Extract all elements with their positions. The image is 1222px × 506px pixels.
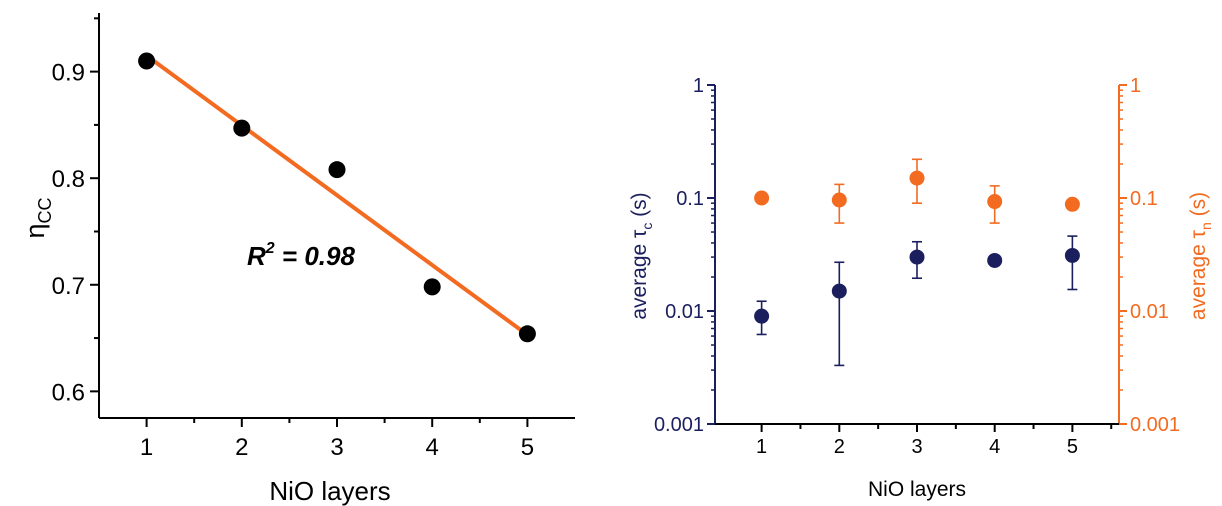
chart1-y-ticks: 0.6 0.7 0.8 0.9 xyxy=(52,17,99,406)
chart1-x-axis-label: NiO layers xyxy=(269,476,390,506)
chart2-x-tick-label: 1 xyxy=(756,436,767,458)
chart2-x-tick-label: 5 xyxy=(1067,436,1078,458)
chart2-left-label-sub: c xyxy=(639,223,655,230)
chart1-data-point xyxy=(233,119,251,137)
chart2-x-ticks: 1 2 3 4 5 xyxy=(756,424,1113,458)
chart1-y-axis-label-main: η xyxy=(20,223,50,238)
chart2-series-layer xyxy=(754,158,1080,367)
chart2-tau-n-data-point xyxy=(987,194,1003,210)
chart2-right-y-ticks: 0.001 0.01 0.1 1 xyxy=(1119,75,1180,436)
chart2-left-y-tick-label: 0.01 xyxy=(665,301,704,323)
chart2-right-y-tick-label: 0.1 xyxy=(1130,188,1158,210)
chart2-right-y-tick-label: 0.001 xyxy=(1130,414,1180,436)
chart2-tau-n-data-point xyxy=(831,192,847,208)
chart1-x-tick-label: 4 xyxy=(426,434,439,461)
chart1-r2-label: R xyxy=(247,241,266,271)
chart2-left-label-unit: (s) xyxy=(628,192,651,222)
chart2-tau-c-data-point xyxy=(831,283,847,299)
chart2-x-tick-label: 4 xyxy=(989,436,1000,458)
chart2-right-label-main: average τ xyxy=(1187,229,1210,320)
chart2-left-axis-label: average τc (s) xyxy=(628,192,655,319)
chart1-y-axis-label-sub: CC xyxy=(35,197,55,223)
chart2-tau-c-data-point xyxy=(1064,247,1080,263)
chart1-y-tick-label: 0.7 xyxy=(52,273,85,300)
chart2-x-axis-label: NiO layers xyxy=(868,478,966,501)
chart2-x-tick-label: 3 xyxy=(911,436,922,458)
chart1-x-tick-label: 1 xyxy=(140,434,153,461)
chart2-tau-c-data-point xyxy=(754,308,770,324)
chart2-right-y-tick-label: 1 xyxy=(1130,75,1141,97)
chart2-right-y-tick-label: 0.01 xyxy=(1130,301,1169,323)
chart1-y-tick-label: 0.8 xyxy=(52,166,85,193)
chart2-left-y-ticks: 0.001 0.01 0.1 1 xyxy=(654,75,715,436)
chart1-fit-layer xyxy=(145,54,529,337)
chart1-r2-annotation: R2 = 0.98 xyxy=(247,240,355,271)
chart2-tau-n-data-point xyxy=(754,190,770,206)
chart1-r2-sup: 2 xyxy=(265,240,275,257)
chart2-tau-n-data-point xyxy=(1064,196,1080,212)
chart1-data-point xyxy=(138,52,156,70)
chart2-right-label-unit: (s) xyxy=(1187,192,1210,222)
chart2-tau-n-data-point xyxy=(909,170,925,186)
chart1-data-point xyxy=(423,278,441,296)
chart1-x-ticks: 1 2 3 4 5 xyxy=(140,418,534,461)
chart-average-tau: 1 2 3 4 5 0.001 0.01 0.1 1 0.001 0.01 0.1 1 NiO la… xyxy=(628,75,1214,501)
chart2-left-y-tick-label: 0.1 xyxy=(676,188,704,210)
chart1-x-tick-label: 3 xyxy=(330,434,343,461)
chart1-x-tick-label: 2 xyxy=(235,434,248,461)
chart1-y-tick-label: 0.9 xyxy=(52,60,85,87)
chart2-x-tick-label: 2 xyxy=(834,436,845,458)
chart2-left-y-tick-label: 0.001 xyxy=(654,414,704,436)
chart2-left-label-main: average τ xyxy=(628,229,651,320)
chart1-data-point xyxy=(518,325,536,343)
chart1-r2-value: = 0.98 xyxy=(275,241,356,271)
chart1-y-tick-label: 0.6 xyxy=(52,379,85,406)
chart2-tau-c-data-point xyxy=(909,249,925,265)
chart1-points xyxy=(138,52,536,343)
chart1-y-axis-label: ηCC xyxy=(20,197,55,238)
chart1-x-tick-label: 5 xyxy=(521,434,534,461)
chart2-right-axis-label: average τn (s) xyxy=(1187,192,1214,320)
chart1-data-point xyxy=(328,161,346,179)
chart2-tau-c-data-point xyxy=(987,252,1003,268)
chart2-left-y-tick-label: 1 xyxy=(693,75,704,97)
chart2-right-label-sub: n xyxy=(1198,222,1214,230)
chart1-fit-line xyxy=(145,54,529,337)
